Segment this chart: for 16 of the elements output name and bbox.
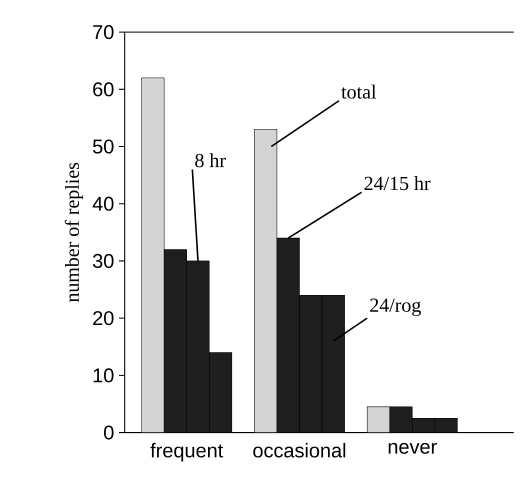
y-tick-label: 20	[93, 311, 114, 326]
y-tick-label: 50	[92, 140, 114, 154]
y-tick-label: 10	[94, 368, 114, 383]
x-tick-label: never	[388, 443, 437, 454]
text: 24/15 hr	[364, 176, 430, 190]
text: 8 hr	[195, 153, 226, 168]
text: total	[341, 84, 376, 99]
x-tick-label: occasional	[253, 443, 346, 458]
y-tick-label: 70	[93, 25, 114, 40]
y-tick-label: 40	[92, 196, 114, 211]
x-tick-label: frequent	[150, 443, 224, 462]
y-tick-label: 0	[104, 426, 114, 440]
y-tick-label: 30	[92, 254, 114, 268]
y-axis-title: number of replies	[64, 162, 84, 302]
series-label: 24/rog	[370, 298, 421, 316]
y-tick-label: 60	[93, 82, 114, 96]
